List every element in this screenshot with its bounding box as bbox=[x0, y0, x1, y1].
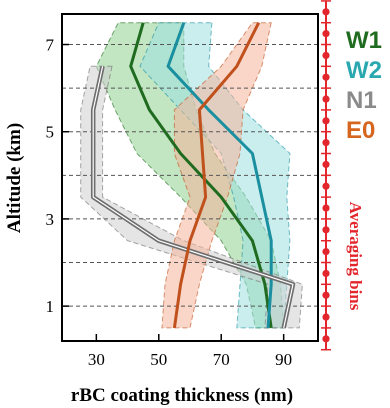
y-tick-label: 3 bbox=[46, 210, 55, 229]
bin-marker bbox=[322, 226, 330, 234]
y-axis-title: Altitude (km) bbox=[4, 123, 25, 233]
legend-entry-e0: E0 bbox=[346, 117, 375, 144]
legend-entry-w2: W2 bbox=[346, 57, 382, 84]
bin-marker bbox=[322, 182, 330, 190]
bin-marker bbox=[322, 335, 330, 343]
band-w2 bbox=[139, 22, 291, 329]
line-e0 bbox=[172, 22, 261, 329]
x-axis-title: rBC coating thickness (nm) bbox=[71, 385, 293, 406]
plot-frame bbox=[61, 13, 319, 342]
bin-marker bbox=[322, 160, 330, 169]
bin-marker bbox=[322, 313, 330, 321]
bin-marker bbox=[322, 117, 330, 125]
bin-marker bbox=[322, 30, 330, 38]
averaging-bins-label: Averaging bins bbox=[346, 202, 365, 311]
x-tick-label: 90 bbox=[275, 350, 292, 369]
bin-marker bbox=[322, 248, 330, 256]
x-tick-label: 70 bbox=[213, 350, 230, 369]
y-tick-label: 7 bbox=[46, 36, 55, 55]
averaging-bins-scale bbox=[321, 0, 331, 351]
bin-marker bbox=[322, 291, 330, 299]
bin-marker bbox=[322, 95, 330, 103]
legend-entry-w1: W1 bbox=[346, 27, 382, 54]
bin-marker bbox=[322, 8, 330, 16]
bin-marker bbox=[322, 139, 330, 147]
tick-labels: 1 3 5 7 30 50 70 90 bbox=[46, 36, 293, 369]
line-w1 bbox=[129, 22, 273, 329]
bin-marker bbox=[322, 51, 330, 60]
line-n1-highlight bbox=[92, 66, 294, 329]
series-lines bbox=[90, 22, 296, 329]
bin-marker bbox=[322, 204, 330, 212]
x-tick-label: 30 bbox=[88, 350, 105, 369]
y-tick-label: 5 bbox=[46, 123, 55, 142]
x-tick-label: 50 bbox=[150, 350, 167, 369]
band-n1 bbox=[80, 65, 303, 329]
legend: W1 W2 N1 E0 bbox=[346, 27, 382, 144]
legend-entry-n1: N1 bbox=[346, 87, 377, 114]
bin-marker bbox=[322, 73, 330, 81]
y-tick-label: 1 bbox=[46, 297, 55, 316]
bin-marker bbox=[322, 269, 330, 278]
axis-ticks bbox=[62, 43, 285, 341]
